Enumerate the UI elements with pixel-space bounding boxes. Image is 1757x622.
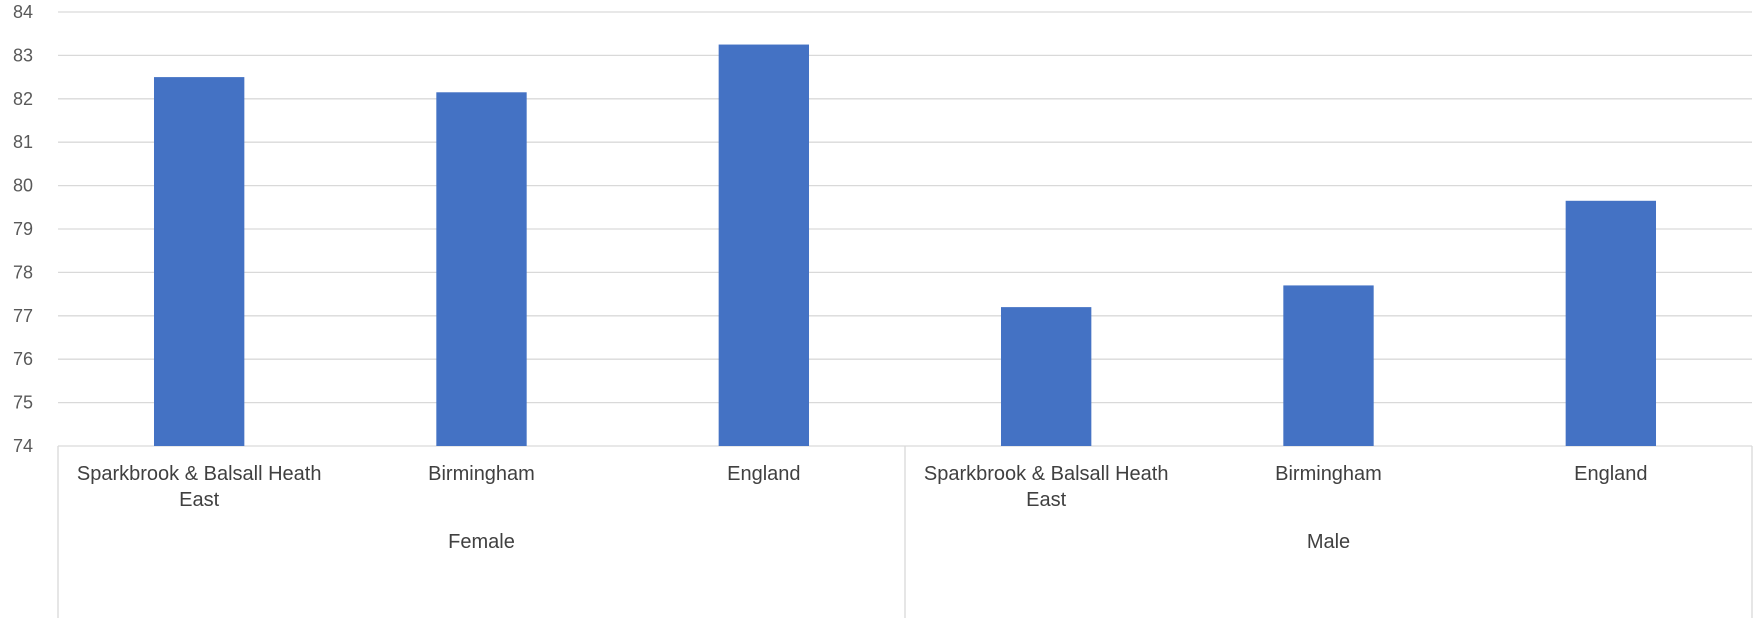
y-tick-label: 76: [13, 349, 33, 369]
x-category-label: England: [1574, 463, 1647, 485]
bars: [153, 44, 1657, 447]
gridlines: [58, 11, 1752, 447]
bar: [1283, 285, 1374, 446]
y-tick-label: 75: [13, 393, 33, 413]
y-tick-label: 78: [13, 262, 33, 282]
x-category-label: Birmingham: [1275, 463, 1382, 485]
x-category-label: England: [727, 463, 800, 485]
x-category-label: Sparkbrook & Balsall Heath: [924, 463, 1169, 485]
bar: [1000, 307, 1092, 446]
y-tick-label: 80: [13, 176, 33, 196]
y-tick-label: 82: [13, 89, 33, 109]
x-axis: Sparkbrook & Balsall Heath East Birmingham…: [57, 446, 1753, 618]
bar: [718, 44, 810, 447]
x-category-label: Birmingham: [428, 463, 535, 485]
y-tick-label: 74: [13, 436, 33, 456]
x-group-label: Male: [1307, 531, 1350, 553]
y-axis: 74 75 76 77 78 79 80 81 82 83 84: [13, 2, 33, 456]
y-tick-label: 77: [13, 306, 33, 326]
y-tick-label: 84: [13, 2, 33, 22]
bar: [436, 92, 527, 446]
x-category-label: Sparkbrook & Balsall Heath: [77, 463, 322, 485]
x-category-label: East: [1026, 489, 1066, 511]
y-tick-label: 79: [13, 219, 33, 239]
y-tick-label: 83: [13, 45, 33, 65]
x-category-label: East: [179, 489, 219, 511]
x-group-label: Female: [448, 531, 515, 553]
bar: [1565, 200, 1657, 446]
bar: [153, 77, 245, 446]
y-tick-label: 81: [13, 132, 33, 152]
